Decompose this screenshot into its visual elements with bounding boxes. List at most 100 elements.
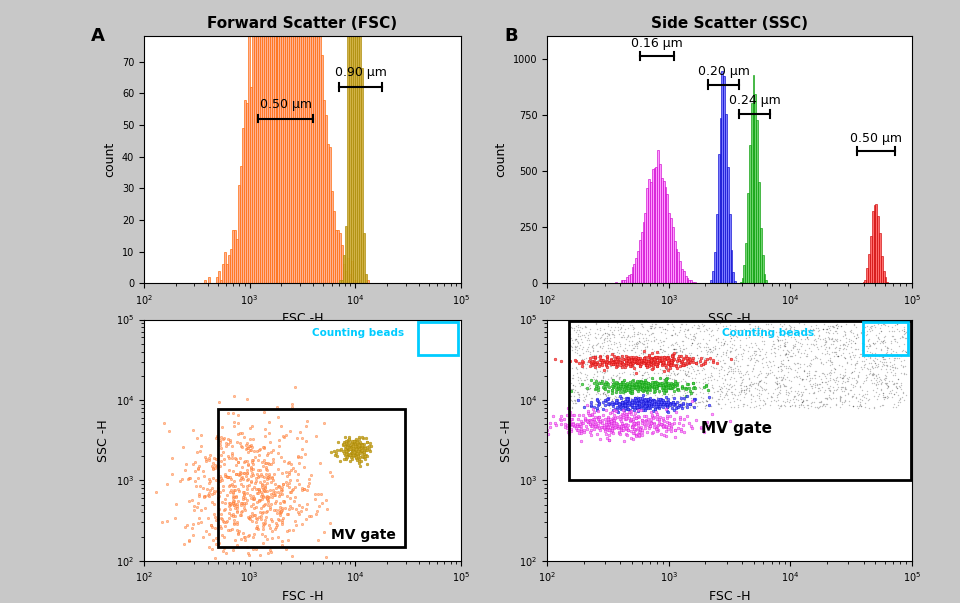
X-axis label: SSC -H: SSC -H — [708, 312, 751, 326]
Point — [778, 341, 793, 351]
Bar — [734, 282, 736, 283]
Point — [642, 382, 658, 392]
Point — [669, 358, 684, 368]
Point — [602, 399, 617, 409]
Point — [579, 390, 594, 400]
Point — [883, 349, 899, 358]
Point — [581, 327, 596, 336]
Point — [642, 417, 658, 426]
Point — [584, 400, 599, 409]
Point — [641, 382, 657, 391]
Point — [844, 367, 859, 377]
Point — [625, 380, 640, 390]
Point — [883, 338, 899, 348]
Point — [625, 397, 640, 406]
Point — [689, 361, 705, 370]
Point — [682, 390, 697, 400]
Point — [288, 520, 303, 530]
Point — [621, 398, 636, 408]
Point — [238, 505, 253, 514]
Point — [636, 394, 651, 403]
Point — [645, 374, 660, 384]
Point — [181, 535, 197, 545]
Point — [572, 367, 588, 376]
Point — [570, 414, 586, 423]
Point — [602, 403, 617, 412]
Point — [252, 444, 268, 453]
Point — [808, 352, 824, 361]
Point — [814, 382, 829, 392]
Point — [732, 380, 748, 390]
Point — [845, 382, 860, 392]
Point — [675, 398, 690, 408]
Point — [347, 441, 362, 451]
Point — [232, 428, 248, 438]
Point — [872, 335, 887, 344]
Point — [303, 471, 319, 481]
Point — [261, 473, 276, 482]
Point — [573, 425, 588, 434]
Point — [232, 469, 248, 479]
Point — [691, 323, 707, 333]
Point — [605, 356, 620, 366]
Point — [679, 351, 694, 361]
Point — [631, 431, 646, 440]
Point — [860, 343, 876, 352]
Point — [885, 370, 900, 379]
Point — [761, 326, 777, 335]
Point — [656, 380, 671, 390]
Point — [646, 406, 661, 415]
Point — [686, 402, 702, 412]
Point — [708, 334, 724, 344]
Bar — [224, 251, 226, 283]
Point — [290, 476, 305, 485]
Point — [601, 399, 616, 408]
Point — [768, 372, 783, 382]
Point — [631, 353, 646, 362]
Point — [610, 382, 625, 392]
Point — [743, 390, 758, 399]
Bar — [654, 168, 656, 283]
Point — [235, 481, 251, 490]
Point — [645, 382, 660, 391]
Point — [875, 336, 890, 346]
Point — [755, 385, 770, 395]
Point — [660, 399, 675, 408]
Point — [839, 384, 854, 394]
Point — [816, 319, 831, 329]
Point — [889, 338, 904, 347]
Point — [692, 383, 708, 393]
Point — [876, 394, 892, 404]
Bar — [660, 178, 662, 283]
Point — [653, 372, 668, 382]
Bar — [285, 0, 287, 283]
Point — [779, 385, 794, 394]
Point — [572, 331, 588, 341]
Point — [682, 364, 697, 373]
Point — [701, 323, 716, 333]
Point — [715, 350, 731, 359]
Point — [636, 403, 652, 412]
Point — [595, 382, 611, 391]
Point — [878, 361, 894, 370]
Bar — [339, 280, 341, 283]
Bar — [272, 0, 274, 283]
Point — [646, 387, 661, 397]
Point — [641, 398, 657, 408]
Point — [213, 456, 228, 466]
Point — [600, 362, 615, 371]
Point — [650, 426, 665, 436]
Point — [852, 399, 868, 409]
Point — [632, 400, 647, 409]
Y-axis label: SSC -H: SSC -H — [500, 419, 514, 461]
Point — [833, 350, 849, 360]
Point — [289, 433, 304, 443]
Point — [601, 380, 616, 390]
Point — [283, 466, 299, 475]
Point — [684, 423, 700, 433]
Point — [229, 525, 245, 535]
Point — [617, 380, 633, 390]
Point — [727, 345, 742, 355]
Point — [652, 394, 667, 403]
Point — [246, 435, 261, 444]
